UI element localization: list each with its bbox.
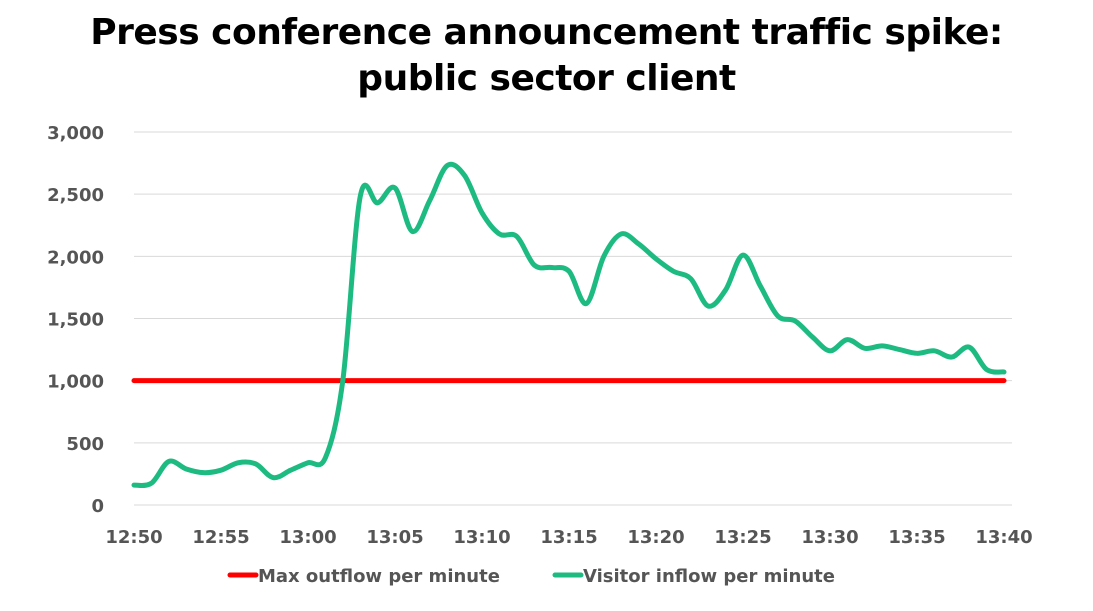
x-tick-label: 13:00 [279, 527, 336, 548]
y-axis-ticks: 0 500 1,000 1,500 2,000 2,500 3,000 [47, 123, 104, 517]
gridlines [134, 131, 1012, 506]
x-tick-label: 12:50 [105, 527, 162, 548]
y-tick-label: 500 [66, 434, 104, 455]
x-tick-label: 13:25 [714, 527, 771, 548]
legend-label: Max outflow per minute [258, 566, 500, 587]
chart-title: Press conference announcement traffic sp… [0, 10, 1093, 102]
legend: Max outflow per minute Visitor inflow per… [227, 566, 835, 587]
legend-item-max-outflow: Max outflow per minute [227, 566, 500, 587]
x-tick-label: 13:40 [975, 527, 1032, 548]
visitor-inflow-line [131, 161, 1007, 489]
legend-item-visitor-inflow: Visitor inflow per minute [552, 566, 835, 587]
y-tick-label: 1,000 [47, 372, 104, 393]
x-axis-ticks: 12:50 12:55 13:00 13:05 13:10 13:15 13:20 13:25… [105, 527, 1032, 548]
x-tick-label: 13:35 [888, 527, 945, 548]
legend-label: Visitor inflow per minute [583, 566, 835, 587]
y-tick-label: 2,000 [47, 247, 104, 268]
x-tick-label: 12:55 [192, 527, 249, 548]
series-lines [131, 161, 1007, 489]
y-tick-label: 3,000 [47, 123, 104, 144]
x-tick-label: 13:10 [453, 527, 510, 548]
y-tick-label: 0 [91, 496, 104, 517]
x-tick-label: 13:30 [801, 527, 858, 548]
x-tick-label: 13:20 [627, 527, 684, 548]
x-tick-label: 13:15 [540, 527, 597, 548]
chart-title-line-1: Press conference announcement traffic sp… [90, 12, 1003, 53]
y-tick-label: 2,500 [47, 185, 104, 206]
chart-title-line-2: public sector client [357, 58, 736, 99]
y-tick-label: 1,500 [47, 310, 104, 331]
x-tick-label: 13:05 [366, 527, 423, 548]
